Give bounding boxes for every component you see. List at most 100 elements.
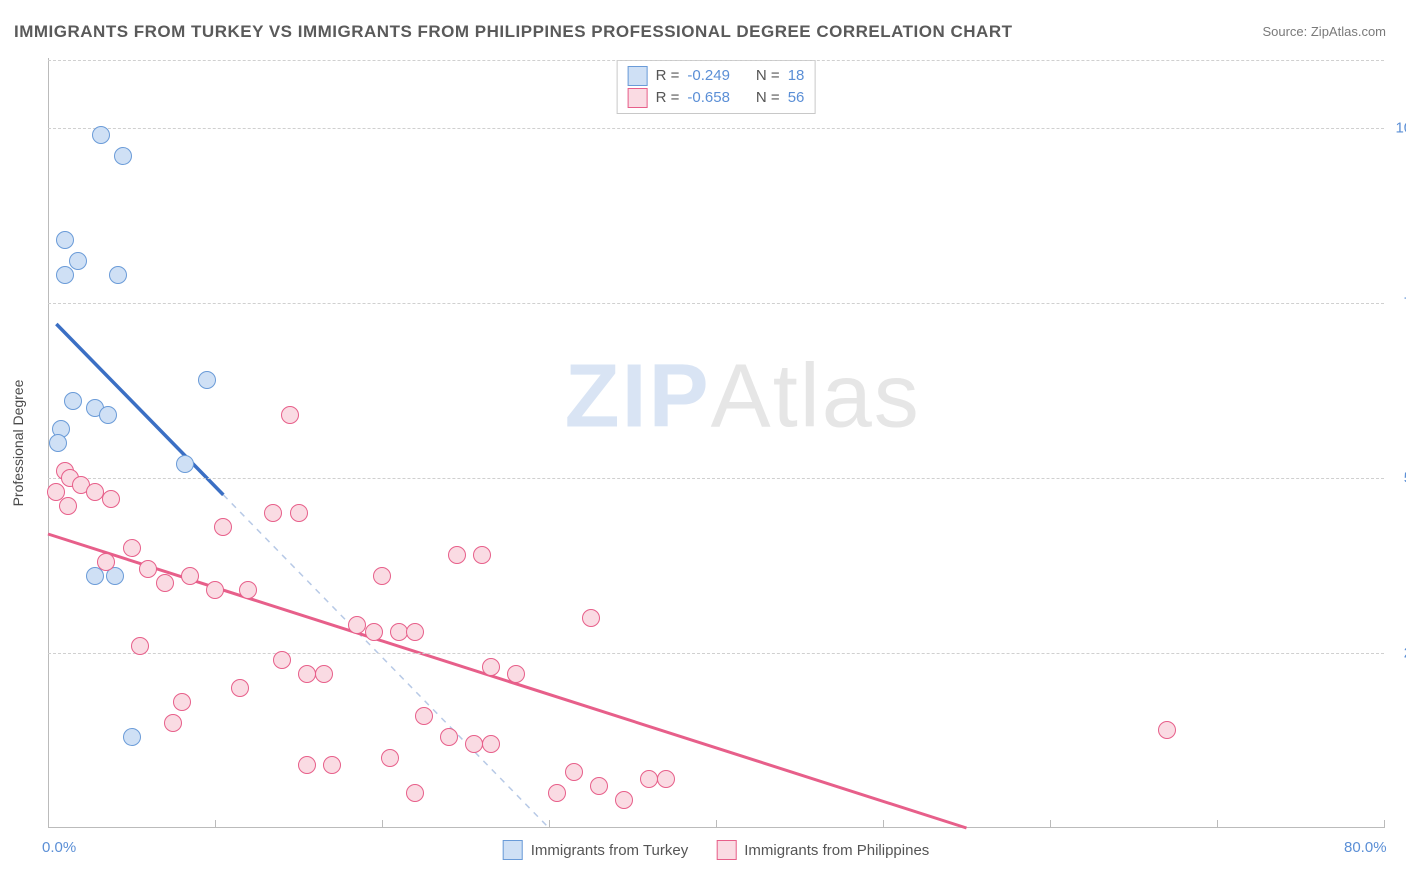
legend-r-label: R = (656, 87, 680, 109)
data-point-turkey (114, 147, 132, 165)
legend-n-value: 56 (788, 87, 805, 109)
data-point-philippines (273, 651, 291, 669)
data-point-philippines (381, 749, 399, 767)
x-tick-label: 80.0% (1344, 839, 1387, 856)
data-point-philippines (365, 623, 383, 641)
data-point-philippines (482, 658, 500, 676)
data-point-philippines (281, 406, 299, 424)
legend-series: Immigrants from Turkey Immigrants from Ph… (503, 840, 930, 860)
x-tick (215, 820, 216, 828)
legend-r-value: -0.249 (687, 65, 730, 87)
legend-correlation: R = -0.249 N = 18 R = -0.658 N = 56 (617, 60, 816, 114)
legend-swatch (628, 88, 648, 108)
data-point-philippines (315, 665, 333, 683)
legend-r-label: R = (656, 65, 680, 87)
data-point-turkey (64, 392, 82, 410)
data-point-philippines (298, 665, 316, 683)
data-point-turkey (49, 434, 67, 452)
grid-line (48, 128, 1384, 129)
legend-swatch (716, 840, 736, 860)
data-point-philippines (86, 483, 104, 501)
x-tick (883, 820, 884, 828)
legend-swatch (503, 840, 523, 860)
data-point-philippines (206, 581, 224, 599)
data-point-philippines (473, 546, 491, 564)
legend-series-label: Immigrants from Philippines (744, 842, 929, 859)
data-point-philippines (231, 679, 249, 697)
legend-series-label: Immigrants from Turkey (531, 842, 689, 859)
legend-n-label: N = (756, 87, 780, 109)
trend-lines-svg (48, 58, 1384, 828)
scatter-plot: Professional Degree ZIPAtlas R = -0.249N… (48, 58, 1384, 828)
data-point-philippines (139, 560, 157, 578)
data-point-turkey (109, 266, 127, 284)
chart-title: IMMIGRANTS FROM TURKEY VS IMMIGRANTS FRO… (14, 22, 1012, 42)
data-point-turkey (69, 252, 87, 270)
data-point-turkey (198, 371, 216, 389)
grid-line (48, 60, 1384, 61)
legend-swatch (628, 66, 648, 86)
x-tick (1217, 820, 1218, 828)
data-point-philippines (465, 735, 483, 753)
data-point-philippines (131, 637, 149, 655)
data-point-philippines (123, 539, 141, 557)
data-point-philippines (156, 574, 174, 592)
data-point-philippines (390, 623, 408, 641)
data-point-philippines (582, 609, 600, 627)
data-point-philippines (415, 707, 433, 725)
data-point-philippines (615, 791, 633, 809)
data-point-philippines (507, 665, 525, 683)
data-point-philippines (440, 728, 458, 746)
x-tick (382, 820, 383, 828)
data-point-philippines (1158, 721, 1176, 739)
data-point-turkey (92, 126, 110, 144)
watermark: ZIPAtlas (565, 345, 921, 448)
data-point-turkey (56, 231, 74, 249)
x-tick (716, 820, 717, 828)
data-point-philippines (214, 518, 232, 536)
data-point-philippines (173, 693, 191, 711)
y-tick-label: 10.0% (1395, 120, 1406, 137)
data-point-turkey (176, 455, 194, 473)
data-point-philippines (97, 553, 115, 571)
grid-line (48, 303, 1384, 304)
x-tick (1384, 820, 1385, 828)
data-point-philippines (298, 756, 316, 774)
data-point-philippines (290, 504, 308, 522)
data-point-philippines (406, 623, 424, 641)
watermark-prefix: ZIP (565, 346, 711, 446)
grid-line (48, 478, 1384, 479)
data-point-philippines (373, 567, 391, 585)
data-point-philippines (323, 756, 341, 774)
legend-n-label: N = (756, 65, 780, 87)
data-point-philippines (406, 784, 424, 802)
x-tick (549, 820, 550, 828)
data-point-philippines (59, 497, 77, 515)
data-point-philippines (482, 735, 500, 753)
y-axis-title: Professional Degree (10, 380, 26, 507)
data-point-philippines (590, 777, 608, 795)
data-point-philippines (548, 784, 566, 802)
x-tick (48, 820, 49, 828)
data-point-philippines (181, 567, 199, 585)
data-point-philippines (239, 581, 257, 599)
data-point-turkey (99, 406, 117, 424)
source-label: Source: ZipAtlas.com (1262, 24, 1386, 39)
data-point-philippines (102, 490, 120, 508)
data-point-philippines (348, 616, 366, 634)
watermark-suffix: Atlas (711, 346, 921, 446)
data-point-turkey (56, 266, 74, 284)
legend-row: R = -0.249 N = 18 (628, 65, 805, 87)
legend-n-value: 18 (788, 65, 805, 87)
data-point-turkey (123, 728, 141, 746)
legend-r-value: -0.658 (687, 87, 730, 109)
data-point-philippines (657, 770, 675, 788)
legend-series-item: Immigrants from Philippines (716, 840, 929, 860)
legend-row: R = -0.658 N = 56 (628, 87, 805, 109)
data-point-philippines (640, 770, 658, 788)
x-tick-label: 0.0% (42, 839, 76, 856)
data-point-philippines (264, 504, 282, 522)
data-point-philippines (565, 763, 583, 781)
x-tick (1050, 820, 1051, 828)
data-point-philippines (448, 546, 466, 564)
